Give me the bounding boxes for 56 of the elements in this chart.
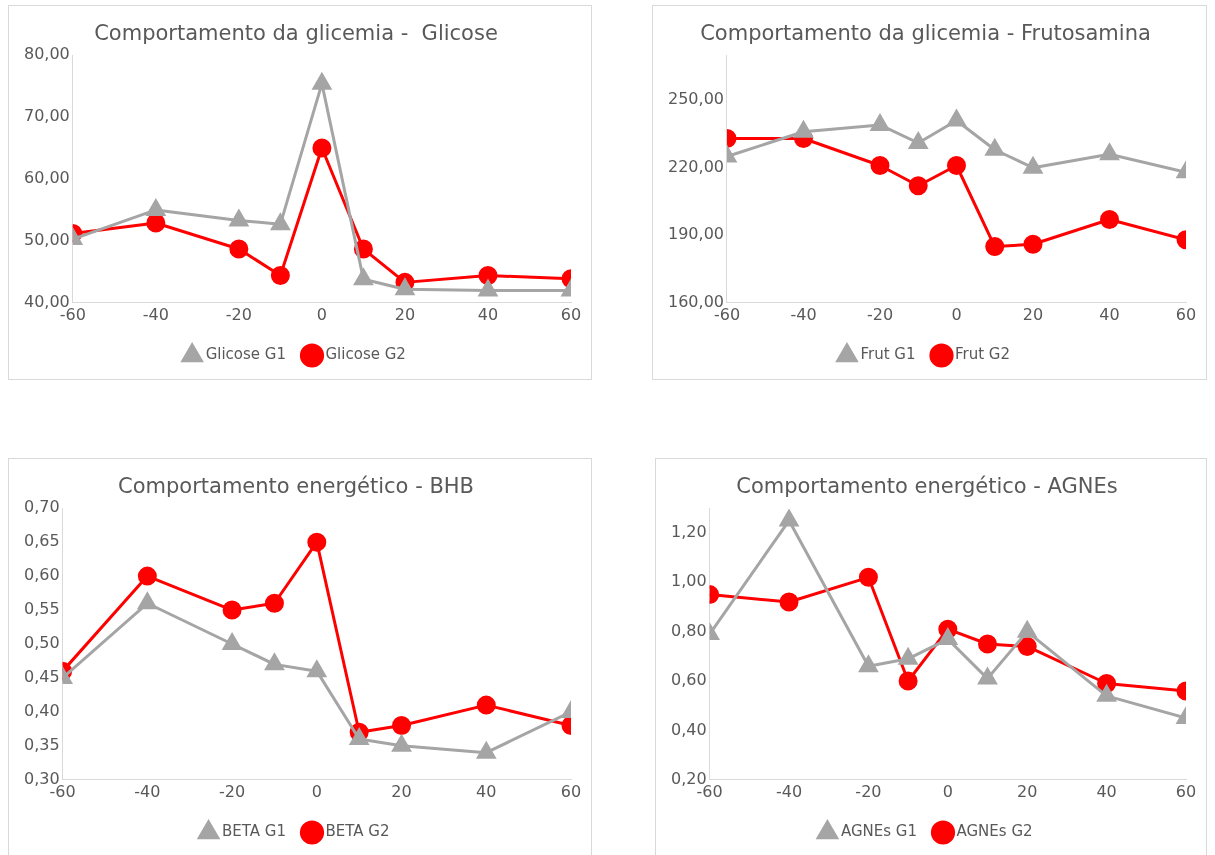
y-tick-label: 0,35 [24, 735, 60, 755]
y-tick-label: 0,65 [24, 531, 60, 551]
x-tick-label: -40 [775, 781, 803, 801]
legend-label: Frut G1 [860, 345, 916, 364]
x-tick-label: 40 [477, 304, 499, 324]
x-tick-label: -40 [142, 304, 169, 324]
x-tick-label: 20 [394, 304, 416, 324]
y-tick-label: 0,50 [24, 633, 60, 653]
x-tick-label: -20 [225, 304, 252, 324]
y-tick-label: 80,00 [23, 44, 70, 64]
legend-label: AGNEs G2 [956, 822, 1033, 841]
x-tick-label: 20 [1022, 304, 1044, 324]
legend-label: AGNEs G1 [840, 822, 918, 841]
y-tick-label: 250,00 [668, 89, 724, 109]
x-tick-label: -20 [866, 304, 894, 324]
legend-label: Glicose G1 [205, 345, 287, 364]
x-tick-label: 0 [316, 304, 327, 324]
chart-title: Comportamento da glicemia - Frutosamina [700, 21, 1151, 46]
legend-label: Frut G2 [955, 345, 1011, 364]
legend-label: Glicose G2 [325, 345, 406, 364]
y-tick-label: 190,00 [668, 224, 724, 244]
x-tick-label: 40 [476, 781, 497, 801]
x-tick-label: -20 [219, 781, 246, 801]
y-tick-label: 0,45 [24, 667, 60, 687]
y-tick-label: 220,00 [668, 156, 724, 176]
chart-title: Comportamento da glicemia - Glicose [94, 21, 498, 46]
y-tick-label: 0,60 [24, 565, 60, 585]
x-tick-label: -40 [134, 781, 161, 801]
chart-title: Comportamento energético - AGNEs [736, 474, 1118, 499]
chart-title: Comportamento energético - BHB [118, 474, 474, 499]
x-tick-label: 60 [1175, 304, 1197, 324]
x-tick-label: 0 [942, 781, 953, 801]
x-tick-label: 40 [1099, 304, 1120, 324]
x-tick-label: 60 [1175, 781, 1197, 801]
x-tick-label: 20 [391, 781, 412, 801]
y-tick-label: 0,80 [671, 620, 707, 640]
y-tick-label: 0,40 [24, 701, 60, 721]
y-tick-label: 1,00 [671, 571, 707, 591]
x-tick-label: -20 [855, 781, 882, 801]
y-tick-label: 70,00 [23, 106, 70, 126]
x-tick-label: 0 [951, 304, 962, 324]
y-tick-label: 60,00 [23, 168, 70, 188]
x-tick-label: 0 [311, 781, 322, 801]
legend-label: BETA G1 [222, 822, 287, 841]
legend-label: BETA G2 [325, 822, 390, 841]
y-tick-label: 1,20 [671, 522, 707, 542]
y-tick-label: 0,60 [671, 670, 707, 690]
y-tick-label: 50,00 [23, 230, 70, 250]
x-tick-label: 40 [1096, 781, 1117, 801]
x-tick-label: 60 [560, 304, 582, 324]
y-tick-label: 0,70 [24, 497, 60, 517]
x-tick-label: -40 [790, 304, 817, 324]
x-tick-label: 20 [1017, 781, 1038, 801]
y-tick-label: 0,40 [671, 719, 707, 739]
y-tick-label: 0,55 [24, 599, 60, 619]
x-tick-label: 60 [560, 781, 582, 801]
